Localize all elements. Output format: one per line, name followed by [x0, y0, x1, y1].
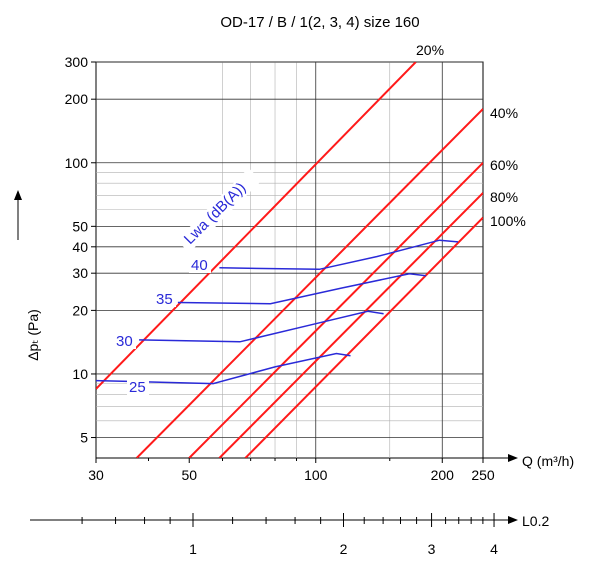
y-tick-label: 10 — [72, 366, 88, 382]
sound-line-40 — [219, 239, 459, 271]
opening-line-40pct — [135, 108, 483, 458]
opening-label-60pct: 60% — [490, 157, 518, 173]
sound-label-30: 30 — [116, 333, 133, 350]
sound-label-25: 25 — [129, 379, 146, 396]
opening-label-80pct: 80% — [490, 189, 518, 205]
y-tick-label: 300 — [65, 54, 89, 70]
opening-line-80pct — [218, 192, 483, 458]
sound-label-bg — [154, 291, 176, 307]
y-tick-label: 30 — [72, 265, 88, 281]
y-tick-label: 200 — [65, 91, 89, 107]
opening-label-100pct: 100% — [490, 213, 526, 229]
x-axis-label: Q (m³/h) — [522, 453, 574, 469]
secondary-axis: L0.2 1 2 3 4 — [30, 513, 549, 557]
y-axis-label: Δpₜ (Pa) — [25, 309, 41, 361]
sound-power-lines — [96, 239, 459, 385]
labels: 20% 40% 60% 80% 100% 25 30 35 40 Lwa (dB(A)) — [114, 42, 526, 396]
opening-lines — [96, 62, 483, 458]
y-axis-arrow — [14, 190, 22, 200]
sound-line-25 — [96, 352, 351, 385]
x-tick-label: 50 — [181, 467, 197, 483]
sound-line-30 — [139, 310, 384, 343]
chart-title: OD-17 / B / 1(2, 3, 4) size 160 — [220, 14, 419, 31]
x-tick-label: 100 — [304, 467, 328, 483]
sound-label-bg — [114, 333, 136, 349]
opening-label-40pct: 40% — [490, 105, 518, 121]
sound-line-35 — [177, 273, 427, 305]
sound-label-35: 35 — [156, 291, 173, 308]
secondary-axis-arrow — [508, 516, 518, 524]
x-tick-label: 250 — [471, 467, 495, 483]
plot-frame — [95, 61, 484, 459]
secondary-tick-label: 1 — [189, 541, 197, 557]
sound-label-40: 40 — [191, 257, 208, 274]
x-tick-label: 200 — [431, 467, 455, 483]
secondary-axis-label: L0.2 — [522, 513, 549, 529]
y-tick-label: 5 — [80, 430, 88, 446]
opening-line-100pct — [244, 216, 483, 458]
x-tick-label: 30 — [88, 467, 104, 483]
opening-label-20pct: 20% — [416, 42, 444, 58]
grid — [95, 61, 484, 459]
y-tick-label: 50 — [72, 218, 88, 234]
x-axis-arrow — [508, 454, 518, 462]
sound-series-title: Lwa (dB(A)) — [181, 179, 250, 248]
y-tick-label: 100 — [65, 155, 89, 171]
sound-title-bg — [176, 167, 262, 253]
secondary-tick-label: 4 — [490, 541, 498, 557]
y-tick-label: 20 — [72, 302, 88, 318]
axes: 5 10 20 30 40 50 100 200 300 30 50 100 200 250 Q (m³/h… — [14, 54, 574, 483]
secondary-tick-label: 3 — [428, 541, 436, 557]
opening-line-20pct — [96, 62, 417, 390]
sound-label-bg — [127, 379, 149, 395]
secondary-tick-label: 2 — [340, 541, 348, 557]
y-tick-label: 40 — [72, 239, 88, 255]
sound-label-bg — [189, 257, 211, 273]
opening-line-60pct — [188, 162, 483, 458]
